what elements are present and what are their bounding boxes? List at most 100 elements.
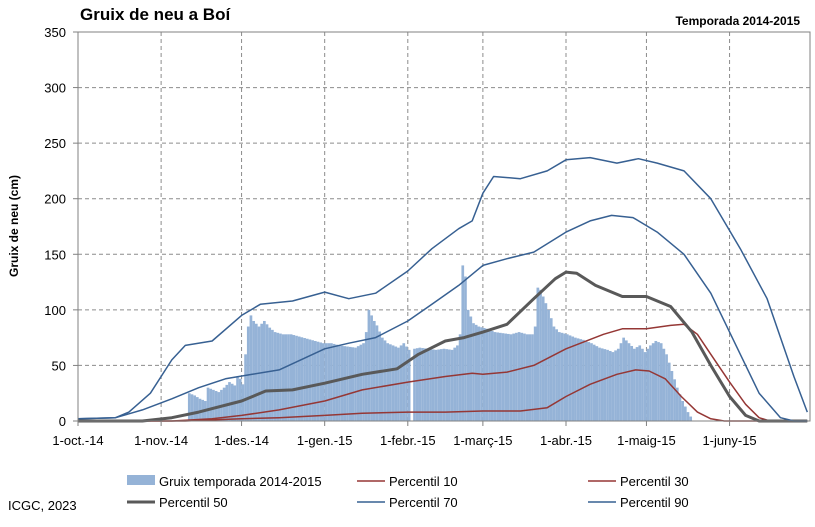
snow-depth-bar [657,342,660,421]
snow-depth-bar [303,338,306,421]
snow-depth-bar [654,340,658,421]
snow-depth-bar [469,316,473,421]
snow-depth-bar [241,384,245,421]
snow-depth-bar [659,343,663,421]
snow-depth-bar [643,352,647,421]
snow-depth-bar [348,346,352,421]
snow-depth-bar [442,348,446,421]
y-tick-labels: 0 50 100 150 200 250 300 350 [44,25,66,429]
snow-depth-bar [380,337,384,421]
snow-depth-bar [641,348,644,421]
chart-subtitle: Temporada 2014-2015 [675,14,800,28]
snow-depth-bar [426,348,430,421]
snow-depth-bar [517,332,521,421]
snow-depth-bar [630,345,634,421]
snow-depth-bar [252,320,255,421]
snow-depth-bar [485,328,489,421]
snow-depth-bar [308,339,312,421]
snow-depth-bar [190,394,194,421]
legend-label: Percentil 70 [389,495,458,510]
snow-depth-bar [212,389,215,421]
snow-depth-bar [287,334,290,421]
snow-depth-bar [249,315,253,421]
snow-depth-bar [297,336,301,421]
snow-depth-bar [405,346,408,421]
snow-depth-bar [616,348,620,421]
snow-depth-bar [566,334,569,421]
series-line-percentil-50 [78,270,808,423]
snow-depth-bar [472,323,475,421]
snow-depth-bar [598,347,601,421]
snow-depth-bar [574,337,577,421]
snow-depth-bar [356,346,360,421]
y-axis-label: Gruix de neu (cm) [7,175,21,277]
snow-depth-bar [665,354,668,421]
x-tick-labels: 1-oct.-14 1-nov.-14 1-des.-14 1-gen.-15 1-fe… [52,433,756,448]
legend-label: Percentil 90 [620,495,689,510]
snow-depth-bar [536,287,540,421]
snow-depth-bar [437,349,440,421]
snow-depth-bar [619,343,623,421]
snow-depth-bar [413,348,416,421]
snow-depth-bar [501,333,505,421]
snow-depth-bar [445,349,449,421]
snow-depth-bar [265,324,269,421]
x-tick-label: 1-juny-15 [702,433,756,448]
snow-depth-bar [689,416,693,421]
snow-depth-bar [571,336,575,421]
snow-depth-bar [490,330,494,421]
snow-depth-bar [675,387,679,421]
x-tick-label: 1-març-15 [453,433,512,448]
snow-depth-bar [547,309,550,421]
series-line-percentil-90 [77,156,809,420]
series-line-percentil-70 [77,214,808,422]
snow-depth-bar [649,345,652,421]
y-tick-label: 150 [44,247,66,262]
snow-depth-bar [557,332,561,421]
snow-depth-bar [579,339,583,421]
snow-depth-bar [263,320,266,421]
snow-depth-bar [673,379,676,421]
snow-depth-bar [431,349,435,421]
series-line-percentil-10 [78,369,808,422]
x-tick-label: 1-abr.-15 [540,433,592,448]
snow-depth-bar [225,384,229,421]
snow-depth-bar [284,334,288,421]
snow-depth-bar [292,335,296,421]
snow-depth-bar [646,348,650,421]
snow-depth-bar [391,345,395,421]
snow-depth-bar [429,349,432,421]
snow-depth-bar [439,349,443,421]
snow-depth-bar [418,347,422,421]
snow-depth-bar [228,382,231,421]
snow-depth-bar [608,350,612,421]
snow-depth-bar [686,412,690,421]
snow-depth-bar [466,309,470,421]
legend-label: Percentil 50 [159,495,228,510]
snow-depth-bar [187,393,191,421]
snow-depth-bar [316,341,320,421]
snow-depth-bar [289,334,293,421]
snow-depth-bar [305,338,309,421]
snow-depth-bar [683,406,687,421]
snow-depth-bar [193,395,196,421]
snow-depth-bar [595,346,599,421]
snow-depth-bar [624,340,628,421]
snow-depth-bar [549,318,553,421]
percentile-lines [77,156,809,423]
snow-depth-bar [415,348,419,421]
snow-depth-bar [367,309,371,421]
snow-depth-bar [273,332,277,421]
snow-depth-bar [533,326,537,421]
snow-depth-bar [206,387,210,421]
snow-depth-bar [335,344,339,421]
snow-depth-bar [555,329,558,421]
snow-depth-bar [364,332,368,421]
snow-depth-bar [311,340,314,421]
snow-depth-bar [662,348,666,421]
snow-depth-bar [633,348,636,421]
axes [73,31,811,426]
y-tick-label: 300 [44,81,66,96]
snow-depth-bar [268,327,272,421]
